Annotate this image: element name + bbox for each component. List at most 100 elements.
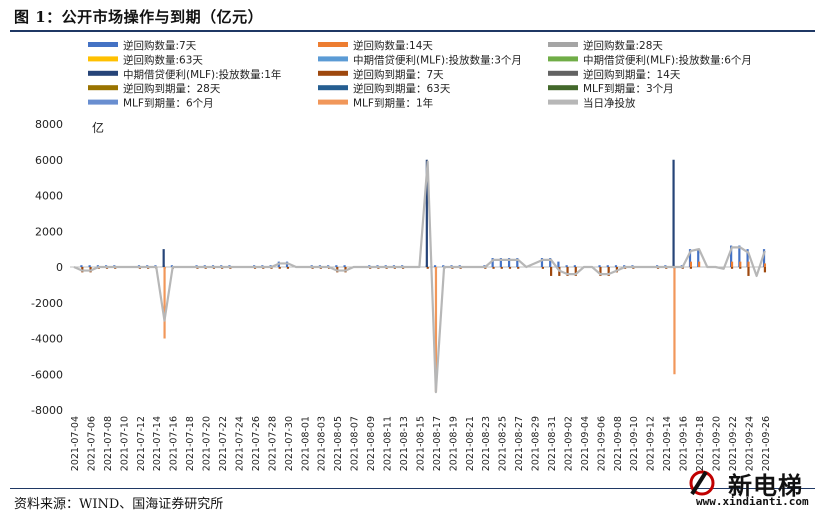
bar-逆回购数量-7天 [697, 249, 700, 267]
legend-label-逆回购数量-7天: 逆回购数量:7天 [123, 39, 197, 52]
x-tick-label: 2021-08-13 [399, 416, 410, 471]
bar-逆回购数量-7天 [730, 245, 733, 267]
x-tick-label: 2021-07-14 [152, 416, 163, 471]
footer-rule [10, 488, 815, 489]
bar-逆回购数量-7天 [499, 258, 502, 267]
y-tick-label: 6000 [35, 154, 63, 167]
bar-逆回购数量-7天 [688, 249, 692, 267]
bar-逆回购数量-7天 [433, 265, 437, 267]
bar-逆回购数量-7天 [557, 261, 560, 267]
bar-逆回购数量-7天 [96, 265, 99, 267]
bar-逆回购数量-7天 [762, 249, 766, 267]
x-tick-label: 2021-08-25 [498, 416, 509, 471]
x-tick-label: 2021-08-31 [547, 416, 558, 471]
y-tick-label: -8000 [31, 404, 63, 417]
legend-swatch-中期借贷便利-MLF-投放数量-3个月 [318, 56, 348, 62]
bar-逆回购数量-7天 [442, 265, 445, 267]
y-unit-label: 亿 [92, 120, 104, 135]
x-axis: 2021-07-04 2021-07-06 2021-07-08 2021-07-10… [70, 416, 772, 471]
x-tick-label: 2021-09-24 [744, 416, 755, 471]
bar-逆回购数量-14天 [739, 261, 742, 267]
legend-swatch-逆回购到期量-7天 [318, 70, 348, 76]
bar-中期借贷便利-MLF-投放数量-1年 [162, 249, 165, 267]
x-tick-label: 2021-08-21 [465, 416, 476, 471]
legend-label-逆回购到期量-28天: 逆回购到期量：28天 [123, 82, 221, 95]
y-tick-label: 4000 [35, 190, 63, 203]
legend-label-逆回购数量-28天: 逆回购数量:28天 [583, 39, 663, 52]
bar-逆回购数量-7天 [343, 265, 346, 267]
legend-label-逆回购到期量-7天: 逆回购到期量：7天 [353, 68, 444, 81]
bar-MLF到期量-1年 [673, 267, 676, 375]
x-tick-label: 2021-09-02 [563, 416, 574, 471]
bar-逆回购数量-14天 [689, 261, 693, 267]
legend-label-逆回购到期量-63天: 逆回购到期量：63天 [353, 82, 451, 95]
x-tick-label: 2021-07-30 [284, 416, 295, 471]
x-tick-label: 2021-08-03 [317, 416, 328, 471]
legend-label-逆回购到期量-14天: 逆回购到期量：14天 [583, 68, 681, 81]
x-tick-label: 2021-07-08 [103, 416, 114, 471]
x-tick-label: 2021-09-08 [613, 416, 624, 471]
x-tick-label: 2021-09-04 [580, 416, 591, 471]
y-tick-label: -4000 [31, 333, 63, 346]
x-tick-label: 2021-08-05 [333, 416, 344, 471]
bar-逆回购数量-14天 [698, 261, 701, 267]
x-tick-label: 2021-09-20 [711, 416, 722, 471]
x-tick-label: 2021-08-01 [300, 416, 311, 471]
x-tick-label: 2021-09-18 [695, 416, 706, 471]
legend-swatch-逆回购数量-28天 [548, 42, 578, 47]
x-tick-label: 2021-07-06 [86, 416, 97, 471]
bar-逆回购到期量-7天 [517, 267, 520, 269]
legend-swatch-中期借贷便利-MLF-投放数量-1年 [88, 70, 118, 76]
bar-MLF到期量-1年 [163, 267, 166, 339]
bar-逆回购数量-7天 [491, 258, 494, 267]
x-tick-label: 2021-07-26 [251, 416, 262, 471]
x-tick-label: 2021-08-27 [514, 416, 525, 471]
x-tick-label: 2021-09-22 [728, 416, 739, 471]
x-tick-label: 2021-09-16 [679, 416, 690, 471]
figure-title: 图 1：公开市场操作与到期（亿元） [14, 8, 264, 26]
legend-label-中期借贷便利-MLF-投放数量-1年: 中期借贷便利(MLF):投放数量:1年 [123, 68, 281, 81]
bar-逆回购到期量-7天 [730, 267, 734, 269]
x-tick-label: 2021-07-10 [119, 416, 130, 471]
bar-逆回购数量-7天 [540, 258, 544, 267]
bar-逆回购到期量-7天 [426, 267, 429, 269]
legend-swatch-逆回购到期量-28天 [88, 85, 118, 91]
bar-逆回购数量-7天 [88, 265, 91, 267]
bar-逆回购数量-7天 [606, 265, 609, 267]
bar-逆回购数量-14天 [747, 261, 750, 267]
legend-label-中期借贷便利-MLF-投放数量-3个月: 中期借贷便利(MLF):投放数量:3个月 [353, 53, 522, 66]
bar-逆回购数量-7天 [80, 265, 83, 267]
bar-逆回购数量-7天 [598, 265, 601, 267]
y-tick-label: 2000 [35, 225, 63, 238]
y-tick-label: 8000 [35, 118, 63, 131]
bar-逆回购数量-7天 [573, 265, 576, 267]
x-tick-label: 2021-07-16 [169, 416, 180, 471]
bar-逆回购到期量-7天 [739, 267, 742, 269]
y-tick-label: -2000 [31, 297, 63, 310]
legend-label-MLF到期量-1年: MLF到期量：1年 [353, 97, 433, 110]
legend-label-逆回购数量-14天: 逆回购数量:14天 [353, 39, 433, 52]
line-当日净投放 [73, 160, 766, 394]
watermark-url: www.xindianti.com [696, 495, 809, 508]
x-tick-label: 2021-07-18 [185, 416, 196, 471]
bar-逆回购到期量-7天 [492, 267, 495, 269]
bar-逆回购到期量-7天 [508, 267, 512, 269]
bar-逆回购到期量-7天 [763, 267, 767, 273]
bar-逆回购到期量-7天 [747, 267, 750, 276]
legend-swatch-逆回购数量-63天 [88, 56, 118, 62]
bar-逆回购到期量-7天 [574, 267, 577, 276]
y-tick-label: 0 [56, 261, 63, 274]
bar-逆回购数量-7天 [565, 265, 568, 267]
legend-swatch-MLF到期量-6个月 [88, 99, 118, 105]
legend-swatch-逆回购数量-7天 [88, 42, 118, 47]
bar-逆回购数量-7天 [335, 265, 338, 267]
legend-label-MLF到期量-3个月: MLF到期量：3个月 [583, 83, 674, 95]
x-tick-label: 2021-08-23 [481, 416, 492, 471]
x-tick-label: 2021-07-28 [267, 416, 278, 471]
legend-swatch-逆回购到期量-14天 [548, 70, 578, 76]
legend-label-逆回购数量-63天: 逆回购数量:63天 [123, 53, 203, 66]
x-tick-label: 2021-07-12 [136, 416, 147, 471]
bar-中期借贷便利-MLF-投放数量-1年 [672, 159, 675, 267]
legend-swatch-MLF到期量-1年 [318, 99, 348, 105]
